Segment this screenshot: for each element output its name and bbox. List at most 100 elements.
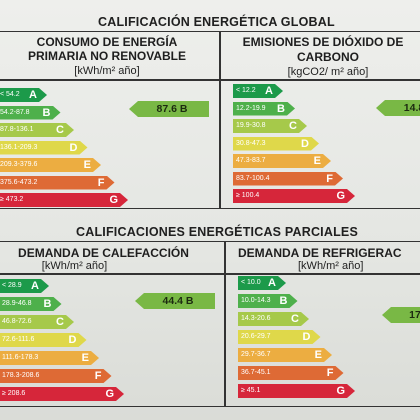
scale-range: ≥ 473.2 bbox=[0, 196, 24, 203]
scale-arrow-d: 30.8-47.3 D bbox=[233, 137, 319, 151]
scale-range: 10.0-14.3 bbox=[241, 297, 271, 304]
consumo-title-line2: PRIMARIA NO RENOVABLE bbox=[27, 49, 186, 63]
scale-range: < 28.9 bbox=[2, 282, 22, 289]
scale-range: 83.7-100.4 bbox=[236, 174, 270, 182]
scale-range: 111.6-178.3 bbox=[2, 354, 39, 361]
scale-arrow-a: < 10.0 A bbox=[238, 276, 286, 290]
scale-range: < 10.0 bbox=[241, 279, 261, 286]
scale-letter: E bbox=[313, 155, 321, 167]
scale-range: 136.1-209.3 bbox=[0, 143, 38, 151]
scale-range: 375.6-473.2 bbox=[0, 178, 38, 186]
scale-range: 12.2-19.9 bbox=[236, 104, 266, 112]
scale-arrow-c: 46.8-72.6 C bbox=[0, 315, 74, 329]
refrigeracion-header-divider bbox=[226, 273, 420, 275]
scale-range: 19.9-30.8 bbox=[236, 122, 266, 129]
scale-letter: C bbox=[289, 120, 297, 132]
global-rating-heading: CALIFICACIÓN ENERGÉTICA GLOBAL bbox=[98, 15, 335, 29]
scale-arrow-b: 28.9-46.8 B bbox=[0, 297, 62, 311]
scale-letter: B bbox=[42, 106, 51, 119]
scale-arrow-e: 47.3-83.7 E bbox=[233, 154, 331, 168]
scale-arrow-f: 83.7-100.4 F bbox=[233, 172, 343, 186]
scale-letter: E bbox=[314, 349, 322, 361]
scale-letter: F bbox=[94, 370, 102, 382]
scale-range: 178.3-208.6 bbox=[2, 372, 40, 379]
scale-arrow-f: 375.6-473.2 F bbox=[0, 176, 115, 190]
scale-letter: C bbox=[56, 316, 64, 328]
scale-letter: G bbox=[336, 385, 345, 397]
scale-range: ≥ 100.4 bbox=[236, 192, 260, 199]
scale-letter: G bbox=[105, 388, 114, 400]
emisiones-unit: [kgCO2/ m² año] bbox=[287, 66, 369, 78]
scale-arrow-a: < 28.9 A bbox=[0, 279, 49, 293]
scale-range: 14.3-20.6 bbox=[241, 315, 271, 322]
scale-letter: B bbox=[277, 102, 285, 115]
global-rating-panel: CONSUMO DE ENERGÍA PRIMARIA NO RENOVABLE… bbox=[0, 31, 420, 209]
scale-letter: G bbox=[109, 194, 118, 206]
calefaccion-title: DEMANDA DE CALEFACCIÓN bbox=[18, 246, 189, 260]
scale-arrow-b: 12.2-19.9 B bbox=[233, 102, 295, 116]
scale-arrow-f: 36.7-45.1 F bbox=[238, 366, 344, 380]
refrigeracion-scale: < 10.0 A 10.0-14.3 B 14.3-20.6 C 20.6-29.7 D 29.… bbox=[226, 242, 420, 407]
scale-letter: B bbox=[279, 295, 288, 307]
partial-ratings-panel: DEMANDA DE CALEFACCIÓN [kWh/m² año] < 28… bbox=[0, 241, 420, 407]
scale-arrow-g: ≥ 208.6 G bbox=[0, 387, 124, 401]
scale-arrow-d: 136.1-209.3 D bbox=[0, 141, 88, 155]
consumo-section: CONSUMO DE ENERGÍA PRIMARIA NO RENOVABLE… bbox=[0, 32, 219, 209]
calefaccion-header-divider bbox=[0, 273, 224, 275]
scale-letter: F bbox=[326, 172, 333, 185]
scale-letter: A bbox=[268, 277, 276, 289]
scale-arrow-a: < 54.2 A bbox=[0, 88, 47, 102]
consumo-rating-indicator: 87.6 B bbox=[129, 101, 209, 117]
scale-arrow-c: 14.3-20.6 C bbox=[238, 312, 309, 326]
consumo-scale: < 54.2 A 54.2-87.8 B 87.8-136.1 C 136.1-209.3 D… bbox=[0, 32, 219, 209]
consumo-unit: [kWh/m² año] bbox=[74, 65, 140, 77]
scale-arrow-e: 29.7-36.7 E bbox=[238, 348, 332, 362]
scale-range: 29.7-36.7 bbox=[241, 351, 271, 358]
scale-range: 72.6-111.6 bbox=[2, 336, 35, 343]
scale-range: 46.8-72.6 bbox=[2, 318, 32, 325]
global-panel-divider bbox=[219, 32, 221, 208]
emisiones-rating-indicator: 14.8 bbox=[376, 100, 420, 116]
scale-letter: A bbox=[265, 85, 273, 97]
calefaccion-unit: [kWh/m² año] bbox=[41, 260, 108, 272]
refrigeracion-unit: [kWh/m² año] bbox=[298, 260, 364, 272]
scale-range: < 12.2 bbox=[236, 87, 256, 94]
scale-range: 36.7-45.1 bbox=[241, 369, 271, 376]
scale-letter: E bbox=[81, 352, 89, 364]
emisiones-scale: < 12.2 A 12.2-19.9 B 19.9-30.8 C 30.8-47.3 D 47.… bbox=[221, 32, 420, 209]
scale-arrow-g: ≥ 100.4 G bbox=[233, 189, 355, 203]
scale-range: 209.3-379.6 bbox=[0, 161, 38, 168]
partial-ratings-heading: CALIFICACIONES ENERGÉTICAS PARCIALES bbox=[76, 225, 358, 239]
scale-letter: D bbox=[301, 137, 309, 150]
scale-arrow-c: 19.9-30.8 C bbox=[233, 119, 307, 133]
scale-range: 47.3-83.7 bbox=[236, 157, 266, 164]
scale-arrow-b: 10.0-14.3 B bbox=[238, 294, 298, 308]
calefaccion-rating-indicator: 44.4 B bbox=[135, 293, 215, 309]
scale-range: 54.2-87.8 bbox=[0, 108, 30, 116]
scale-arrow-e: 111.6-178.3 E bbox=[0, 351, 99, 365]
scale-letter: D bbox=[302, 331, 311, 343]
scale-letter: A bbox=[31, 280, 39, 292]
scale-arrow-g: ≥ 45.1 G bbox=[238, 384, 355, 398]
scale-arrow-b: 54.2-87.8 B bbox=[0, 106, 61, 120]
scale-letter: F bbox=[97, 176, 105, 189]
scale-arrow-a: < 12.2 A bbox=[233, 84, 283, 98]
scale-range: 87.8-136.1 bbox=[0, 126, 34, 133]
scale-arrow-e: 209.3-379.6 E bbox=[0, 158, 101, 172]
consumo-header-divider bbox=[0, 79, 219, 81]
scale-range: 28.9-46.8 bbox=[2, 300, 32, 307]
scale-letter: F bbox=[326, 367, 334, 379]
emisiones-title-line1: EMISIONES DE DIÓXIDO DE bbox=[242, 35, 404, 49]
scale-range: ≥ 208.6 bbox=[2, 390, 26, 397]
refrigeracion-section: DEMANDA DE REFRIGERAC [kWh/m² año] < 10.… bbox=[226, 242, 420, 407]
emisiones-section: EMISIONES DE DIÓXIDO DE CARBONO [kgCO2/ … bbox=[221, 32, 420, 209]
calefaccion-section: DEMANDA DE CALEFACCIÓN [kWh/m² año] < 28… bbox=[0, 242, 224, 407]
consumo-title-line1: CONSUMO DE ENERGÍA bbox=[36, 35, 178, 49]
scale-letter: C bbox=[291, 313, 299, 325]
scale-letter: B bbox=[43, 298, 52, 310]
scale-letter: D bbox=[69, 141, 78, 154]
scale-range: ≥ 45.1 bbox=[241, 387, 261, 394]
emisiones-title-line2: CARBONO bbox=[297, 50, 359, 64]
refrigeracion-title: DEMANDA DE REFRIGERAC bbox=[238, 246, 402, 260]
